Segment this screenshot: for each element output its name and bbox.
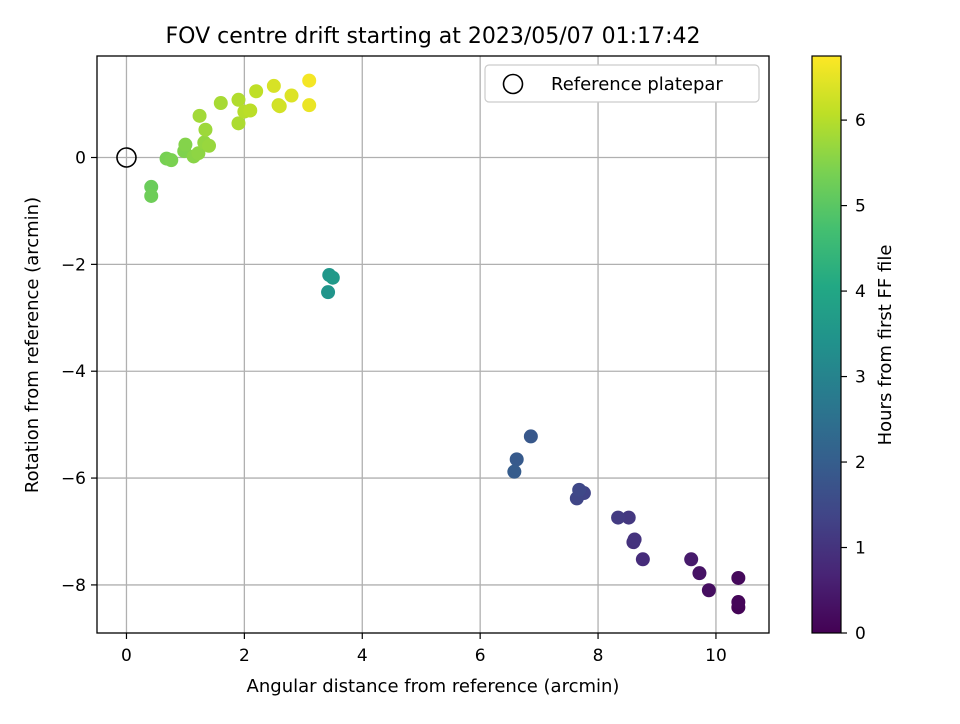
grid: [97, 56, 769, 633]
data-point: [692, 566, 707, 581]
legend-marker: [502, 73, 524, 95]
x-tick-label: 10: [705, 646, 727, 666]
x-tick-label: 6: [475, 646, 486, 666]
chart-title: FOV centre drift starting at 2023/05/07 …: [166, 24, 701, 49]
data-point: [178, 137, 193, 152]
data-point: [144, 188, 159, 203]
data-point: [321, 285, 336, 300]
colorbar-tick-label: 2: [855, 453, 866, 473]
data-point: [627, 532, 642, 547]
y-tick-label: −2: [61, 255, 86, 275]
data-point: [701, 583, 716, 598]
data-point: [523, 429, 538, 444]
x-tick-label: 8: [593, 646, 604, 666]
data-point: [249, 84, 264, 99]
colorbar-tick-label: 6: [855, 111, 866, 131]
y-tick-label: −4: [61, 362, 86, 382]
data-point: [202, 138, 216, 153]
y-tick-label: 0: [75, 149, 86, 169]
data-point: [213, 96, 228, 111]
data-point: [284, 88, 299, 103]
colorbar: 0 1 2 3 4 5 6: [811, 55, 866, 644]
colorbar-tick-label: 0: [855, 624, 866, 644]
reference-platepar-marker: [116, 147, 137, 168]
data-point: [231, 116, 246, 131]
data-point: [509, 452, 524, 467]
data-point: [731, 595, 746, 610]
x-tick-label: 2: [239, 646, 250, 666]
x-tick-label: 0: [121, 646, 132, 666]
data-point: [192, 108, 207, 123]
y-tick-label: −8: [61, 576, 86, 596]
data-point: [302, 98, 317, 113]
data-point: [507, 464, 522, 479]
colorbar-label: Hours from first FF file: [875, 245, 896, 446]
colorbar-gradient: [811, 55, 842, 634]
colorbar-tick-label: 1: [855, 539, 866, 559]
legend: Reference platepar: [484, 64, 760, 103]
data-point: [621, 510, 636, 525]
data-point: [266, 78, 281, 93]
colorbar-tick-label: 5: [855, 197, 866, 217]
data-point: [198, 122, 213, 137]
data-point: [684, 552, 699, 567]
colorbar-tick-label: 3: [855, 368, 866, 388]
axes: 0 2 4 6 8 10 0 −2 −4 −6 −8: [61, 149, 727, 666]
data-point: [611, 510, 626, 525]
data-point: [302, 73, 317, 88]
legend-label: Reference platepar: [551, 74, 723, 95]
legend-box: [484, 64, 760, 103]
colorbar-tick-label: 4: [855, 282, 866, 302]
data-point: [164, 153, 179, 168]
data-point: [272, 99, 287, 114]
data-point: [731, 570, 746, 585]
data-point: [325, 270, 340, 285]
data-point: [231, 92, 246, 107]
y-tick-label: −6: [61, 469, 86, 489]
x-axis-label: Angular distance from reference (arcmin): [247, 676, 620, 697]
data-point: [572, 482, 587, 497]
data-point: [191, 146, 206, 161]
plot-frame: [96, 55, 770, 634]
x-tick-label: 4: [357, 646, 368, 666]
data-point: [635, 552, 650, 567]
y-axis-label: Rotation from reference (arcmin): [22, 197, 43, 493]
data-point: [243, 103, 258, 118]
data-points: [144, 73, 746, 615]
